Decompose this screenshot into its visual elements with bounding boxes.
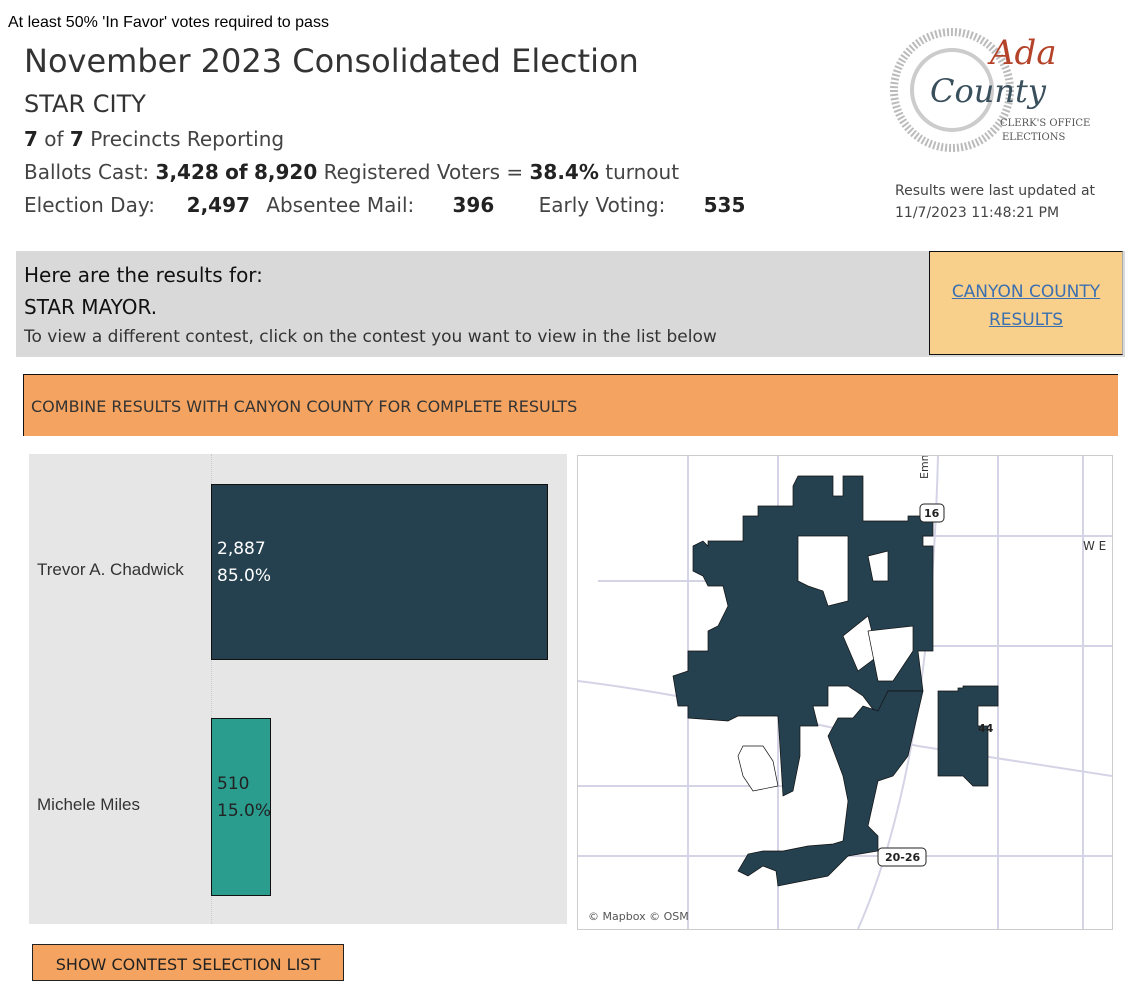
precinct-shapes <box>672 475 999 887</box>
contest-name: STAR MAYOR. <box>24 295 158 319</box>
svg-text:ELECTIONS: ELECTIONS <box>1002 132 1065 143</box>
last-updated: Results were last updated at 11/7/2023 11… <box>895 183 1096 221</box>
candidate-name: Michele Miles <box>37 795 140 814</box>
precinct-map[interactable]: 16 20-26 44 Emm W E © Mapbox © OSM <box>577 455 1113 930</box>
highway-shield: 16 <box>924 507 940 520</box>
candidate-name: Trevor A. Chadwick <box>37 560 184 579</box>
map-label-right: W E <box>1083 539 1106 553</box>
precincts-reporting: 7 of 7 Precincts Reporting <box>24 127 285 151</box>
axis-line <box>211 454 212 924</box>
show-contest-selection-button[interactable]: SHOW CONTEST SELECTION LIST <box>32 944 344 981</box>
ada-county-logo: Ada County CLERK'S OFFICE ELECTIONS <box>890 28 1120 158</box>
vote-count: 2,887 <box>217 539 266 559</box>
highway-shield: 20-26 <box>885 851 921 864</box>
ballots-cast: Ballots Cast: 3,428 of 8,920 Registered … <box>24 160 680 184</box>
combine-banner: COMBINE RESULTS WITH CANYON COUNTY FOR C… <box>23 374 1118 436</box>
results-heading: Here are the results for: <box>24 263 263 287</box>
vote-percent: 85.0% <box>217 566 272 586</box>
canyon-county-box: CANYON COUNTY RESULTS <box>929 251 1123 355</box>
bar-label: 510 15.0% <box>217 771 271 825</box>
vote-percent: 15.0% <box>217 801 272 821</box>
vote-breakdown: Election Day: 2,497 Absentee Mail: 396 Ear… <box>24 193 746 217</box>
svg-text:County: County <box>930 72 1047 110</box>
bar[interactable] <box>211 484 548 660</box>
pass-requirement-note: At least 50% 'In Favor' votes required t… <box>8 14 329 31</box>
vote-count: 510 <box>217 774 250 794</box>
svg-text:CLERK'S OFFICE: CLERK'S OFFICE <box>1000 118 1090 129</box>
svg-text:Ada: Ada <box>987 33 1057 73</box>
city-name: STAR CITY <box>24 90 146 118</box>
map-attribution[interactable]: © Mapbox © OSM <box>588 910 689 923</box>
highway-shield: 44 <box>978 722 994 735</box>
instruction: To view a different contest, click on th… <box>24 327 717 347</box>
bar-label: 2,887 85.0% <box>217 536 271 590</box>
street-label: Emm <box>918 456 931 479</box>
results-bar-chart: Trevor A. Chadwick 2,887 85.0% Michele Mile… <box>29 454 567 924</box>
canyon-county-results-link[interactable]: CANYON COUNTY RESULTS <box>951 282 1101 330</box>
bar[interactable] <box>211 718 271 896</box>
page-title: November 2023 Consolidated Election <box>24 42 639 80</box>
